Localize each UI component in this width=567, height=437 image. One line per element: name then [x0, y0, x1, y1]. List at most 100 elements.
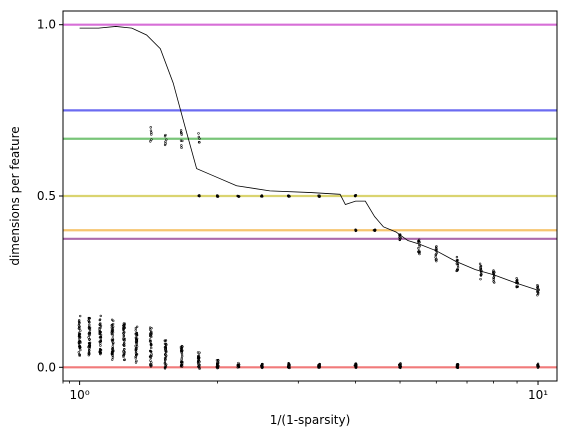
scatter-point: [456, 259, 460, 262]
scatter-point: [181, 345, 184, 348]
scatter-point: [98, 318, 102, 322]
scatter-point: [111, 340, 114, 343]
scatter-point: [164, 342, 168, 346]
scatter-point: [122, 350, 125, 353]
scatter-point: [135, 359, 138, 363]
scatter-point: [197, 359, 200, 362]
scatter-point: [88, 326, 92, 330]
scatter-point: [198, 137, 201, 140]
scatter-point: [515, 285, 518, 289]
scatter-point: [455, 366, 458, 369]
scatter-point: [148, 355, 152, 358]
scatter-point: [149, 349, 152, 353]
scatter-point: [99, 342, 102, 345]
scatter-point: [180, 349, 183, 352]
scatter-point: [79, 329, 82, 332]
scatter-point: [492, 276, 495, 280]
scatter-point: [77, 319, 81, 322]
scatter-point: [435, 245, 438, 248]
scatter-point: [98, 323, 102, 327]
scatter-point: [134, 336, 138, 339]
scatter-point: [135, 325, 139, 329]
scatter-point: [237, 365, 240, 368]
scatter-point: [479, 271, 483, 274]
scatter-point: [98, 336, 102, 339]
scatter-point: [164, 140, 167, 143]
scatter-point: [88, 338, 91, 341]
scatter-point: [163, 359, 167, 362]
scatter-point: [354, 362, 358, 365]
scatter-point: [122, 338, 125, 341]
y-tick-label: 1.0: [37, 18, 56, 32]
scatter-point: [456, 269, 459, 272]
scatter-point: [435, 258, 438, 261]
scatter-point: [492, 280, 495, 283]
scatter-point: [197, 362, 200, 365]
scatter-point: [112, 349, 115, 352]
scatter-point: [122, 342, 126, 345]
scatter-point: [111, 325, 115, 328]
scatter-point: [317, 195, 320, 198]
scatter-point: [417, 250, 420, 254]
scatter-points: [77, 126, 540, 370]
reference-lines: [63, 23, 557, 369]
scatter-point: [99, 336, 103, 339]
scatter-point: [236, 194, 240, 198]
scatter-point: [150, 133, 153, 136]
scatter-point: [135, 354, 138, 357]
scatter-point: [98, 326, 101, 330]
scatter-point: [135, 340, 139, 344]
scatter-point: [353, 194, 357, 197]
scatter-point: [355, 363, 358, 367]
scatter-point: [435, 248, 438, 251]
scatter-point: [163, 339, 167, 342]
scatter-point: [493, 271, 496, 274]
scatter-point: [317, 366, 320, 369]
scatter-point: [164, 345, 167, 348]
scatter-point: [418, 252, 421, 256]
scatter-point: [77, 327, 81, 330]
scatter-point: [536, 290, 539, 294]
scatter-point: [354, 229, 358, 232]
scatter-point: [373, 229, 376, 232]
scatter-point: [77, 351, 81, 354]
y-tick-label: 0.5: [37, 189, 56, 203]
scatter-point: [163, 367, 167, 370]
scatter-point: [78, 346, 82, 349]
scatter-point: [196, 351, 200, 354]
scatter-point: [237, 363, 241, 366]
scatter-point: [399, 363, 402, 366]
scatter-point: [260, 195, 264, 198]
scatter-point: [122, 355, 125, 358]
scatter-point: [418, 245, 421, 248]
scatter-point: [165, 354, 168, 357]
scatter-point: [536, 286, 539, 289]
scatter-point: [417, 249, 421, 252]
scatter-point: [286, 365, 290, 369]
scatter-point: [455, 262, 458, 265]
scatter-point: [123, 322, 126, 325]
scatter-point: [123, 353, 126, 356]
scatter-point: [134, 348, 137, 351]
scatter-point: [98, 347, 102, 351]
scatter-point: [149, 140, 152, 143]
scatter-point: [122, 334, 125, 338]
scatter-point: [318, 362, 321, 366]
scatter-point: [198, 364, 201, 367]
scatter-point: [77, 320, 81, 323]
scatter-point: [134, 347, 138, 350]
scatter-point: [122, 328, 125, 331]
scatter-point: [134, 340, 138, 344]
scatter-point: [492, 269, 495, 272]
scatter-point: [134, 344, 137, 348]
scatter-point: [88, 334, 91, 337]
scatter-point: [456, 262, 460, 266]
scatter-point: [78, 354, 81, 357]
scatter-point: [98, 350, 101, 353]
scatter-point: [99, 340, 103, 343]
scatter-point: [536, 294, 539, 297]
scatter-point: [179, 131, 183, 134]
scatter-point: [455, 255, 459, 259]
